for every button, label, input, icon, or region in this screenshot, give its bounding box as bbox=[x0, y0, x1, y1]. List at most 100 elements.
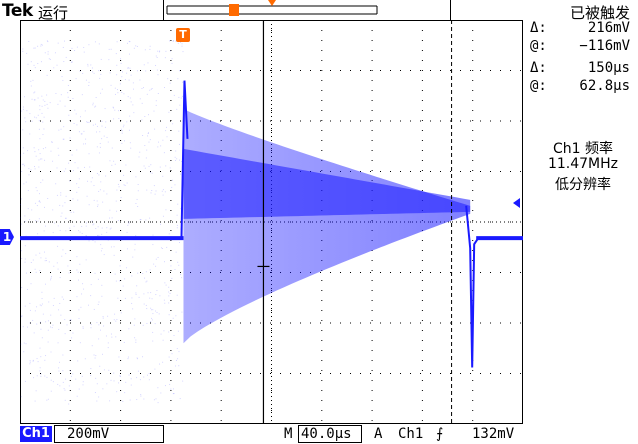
noise-dot bbox=[137, 190, 139, 192]
noise-dot bbox=[148, 141, 150, 143]
noise-dot bbox=[157, 256, 159, 258]
record-position-bar[interactable] bbox=[163, 0, 383, 20]
noise-dot bbox=[37, 45, 39, 47]
noise-dot bbox=[29, 361, 31, 363]
noise-dot bbox=[96, 146, 98, 148]
status-bar: Tek 运行 已被触发 bbox=[0, 0, 638, 22]
noise-dot bbox=[34, 151, 36, 153]
noise-dot bbox=[164, 302, 166, 304]
noise-dot bbox=[65, 230, 67, 232]
noise-dot bbox=[111, 164, 113, 166]
noise-dot bbox=[105, 175, 107, 177]
noise-dot bbox=[64, 333, 66, 335]
noise-dot bbox=[80, 306, 82, 308]
noise-dot bbox=[77, 271, 79, 273]
noise-dot bbox=[129, 142, 131, 144]
noise-dot bbox=[144, 49, 146, 51]
trigger-level[interactable]: 132mV bbox=[472, 426, 515, 442]
noise-dot bbox=[166, 126, 168, 128]
noise-dot bbox=[109, 209, 111, 211]
noise-dot bbox=[38, 159, 40, 161]
noise-dot bbox=[66, 324, 68, 326]
noise-dot bbox=[155, 104, 157, 106]
noise-dot bbox=[60, 128, 62, 130]
noise-dot bbox=[40, 182, 42, 184]
noise-dot bbox=[135, 293, 137, 295]
noise-dot bbox=[146, 93, 148, 95]
noise-dot bbox=[94, 241, 96, 243]
noise-dot bbox=[44, 359, 46, 361]
noise-dot bbox=[33, 92, 35, 94]
noise-dot bbox=[37, 63, 39, 65]
noise-dot bbox=[163, 330, 165, 332]
noise-dot bbox=[124, 140, 126, 142]
noise-dot bbox=[139, 79, 141, 81]
noise-dot bbox=[86, 195, 88, 197]
trigger-source[interactable]: Ch1 bbox=[398, 426, 424, 442]
trigger-slope-icon[interactable]: ⨍ bbox=[436, 426, 444, 442]
noise-dot bbox=[33, 147, 35, 149]
noise-dot bbox=[102, 317, 104, 319]
noise-dot bbox=[145, 304, 147, 306]
noise-dot bbox=[157, 93, 159, 95]
noise-dot bbox=[175, 150, 177, 152]
noise-dot bbox=[131, 297, 133, 299]
noise-dot bbox=[43, 116, 45, 118]
noise-dot bbox=[181, 277, 183, 279]
noise-dot bbox=[101, 295, 103, 297]
trigger-position-marker bbox=[229, 4, 239, 16]
noise-dot bbox=[146, 149, 148, 151]
volts-per-div[interactable]: 200mV bbox=[54, 425, 164, 443]
noise-dot bbox=[65, 217, 67, 219]
noise-dot bbox=[95, 131, 97, 133]
noise-dot bbox=[69, 319, 71, 321]
noise-dot bbox=[69, 137, 71, 139]
noise-dot bbox=[157, 387, 159, 389]
noise-dot bbox=[76, 183, 78, 185]
noise-dot bbox=[27, 190, 29, 192]
noise-dot bbox=[95, 377, 97, 379]
noise-dot bbox=[59, 100, 61, 102]
noise-dot bbox=[35, 155, 37, 157]
noise-dot bbox=[166, 136, 168, 138]
noise-dot bbox=[134, 243, 136, 245]
noise-dot bbox=[150, 164, 152, 166]
noise-dot bbox=[165, 284, 167, 286]
noise-dot bbox=[72, 373, 74, 375]
noise-dot bbox=[83, 166, 85, 168]
time-per-div[interactable]: 40.0μs bbox=[298, 425, 362, 443]
noise-dot bbox=[93, 185, 95, 187]
noise-dot bbox=[41, 105, 43, 107]
channel1-ground-marker[interactable]: 1 bbox=[0, 229, 14, 245]
noise-dot bbox=[119, 265, 121, 267]
noise-dot bbox=[25, 181, 27, 183]
noise-dot bbox=[61, 212, 63, 214]
noise-dot bbox=[28, 174, 30, 176]
noise-dot bbox=[20, 250, 22, 252]
noise-dot bbox=[99, 329, 101, 331]
noise-dot bbox=[46, 74, 48, 76]
noise-dot bbox=[56, 167, 58, 169]
noise-dot bbox=[20, 223, 22, 225]
channel-tag[interactable]: Ch1 bbox=[20, 426, 52, 442]
noise-dot bbox=[50, 326, 52, 328]
noise-dot bbox=[29, 218, 31, 220]
noise-dot bbox=[98, 174, 100, 176]
noise-dot bbox=[39, 252, 41, 254]
noise-dot bbox=[92, 224, 94, 226]
noise-dot bbox=[38, 218, 40, 220]
noise-dot bbox=[145, 157, 147, 159]
noise-dot bbox=[83, 143, 85, 145]
noise-dot bbox=[46, 103, 48, 105]
noise-dot bbox=[81, 375, 83, 377]
noise-dot bbox=[83, 130, 85, 132]
noise-dot bbox=[40, 328, 42, 330]
noise-dot bbox=[78, 230, 80, 232]
noise-dot bbox=[63, 388, 65, 390]
noise-dot bbox=[154, 128, 156, 130]
trigger-level-marker[interactable] bbox=[512, 198, 522, 208]
noise-dot bbox=[120, 128, 122, 130]
noise-dot bbox=[153, 399, 155, 401]
noise-dot bbox=[179, 398, 181, 400]
trigger-marker[interactable]: T bbox=[176, 28, 190, 42]
